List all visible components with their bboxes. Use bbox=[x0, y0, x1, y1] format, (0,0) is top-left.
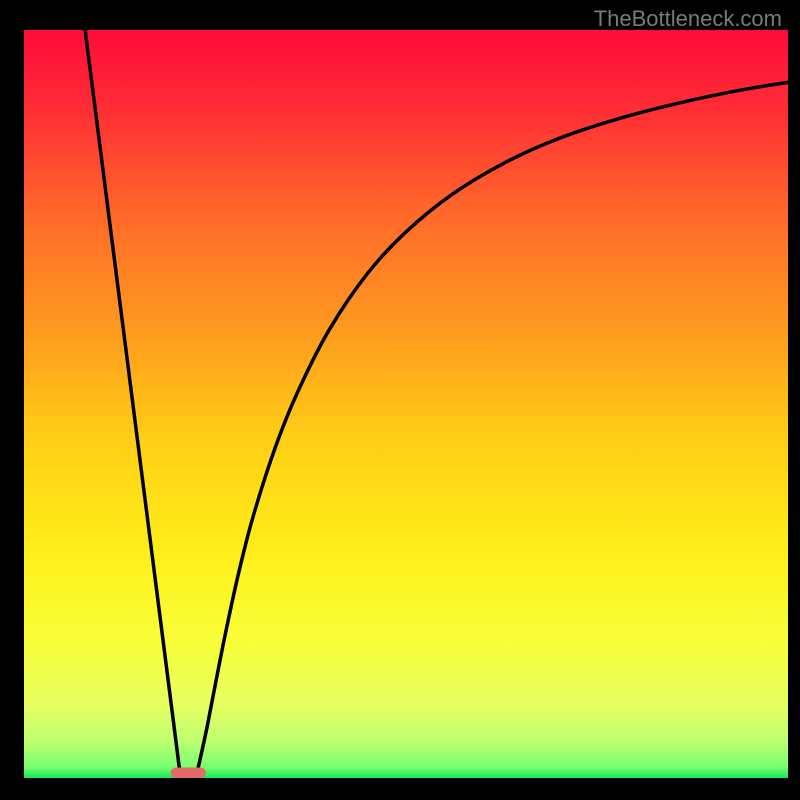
left-line bbox=[85, 30, 180, 778]
chart-container: TheBottleneck.com bbox=[0, 0, 800, 800]
right-curve bbox=[196, 82, 788, 778]
notch-marker bbox=[171, 768, 206, 778]
watermark-text: TheBottleneck.com bbox=[594, 6, 782, 32]
bottleneck-curve-svg bbox=[0, 0, 800, 800]
